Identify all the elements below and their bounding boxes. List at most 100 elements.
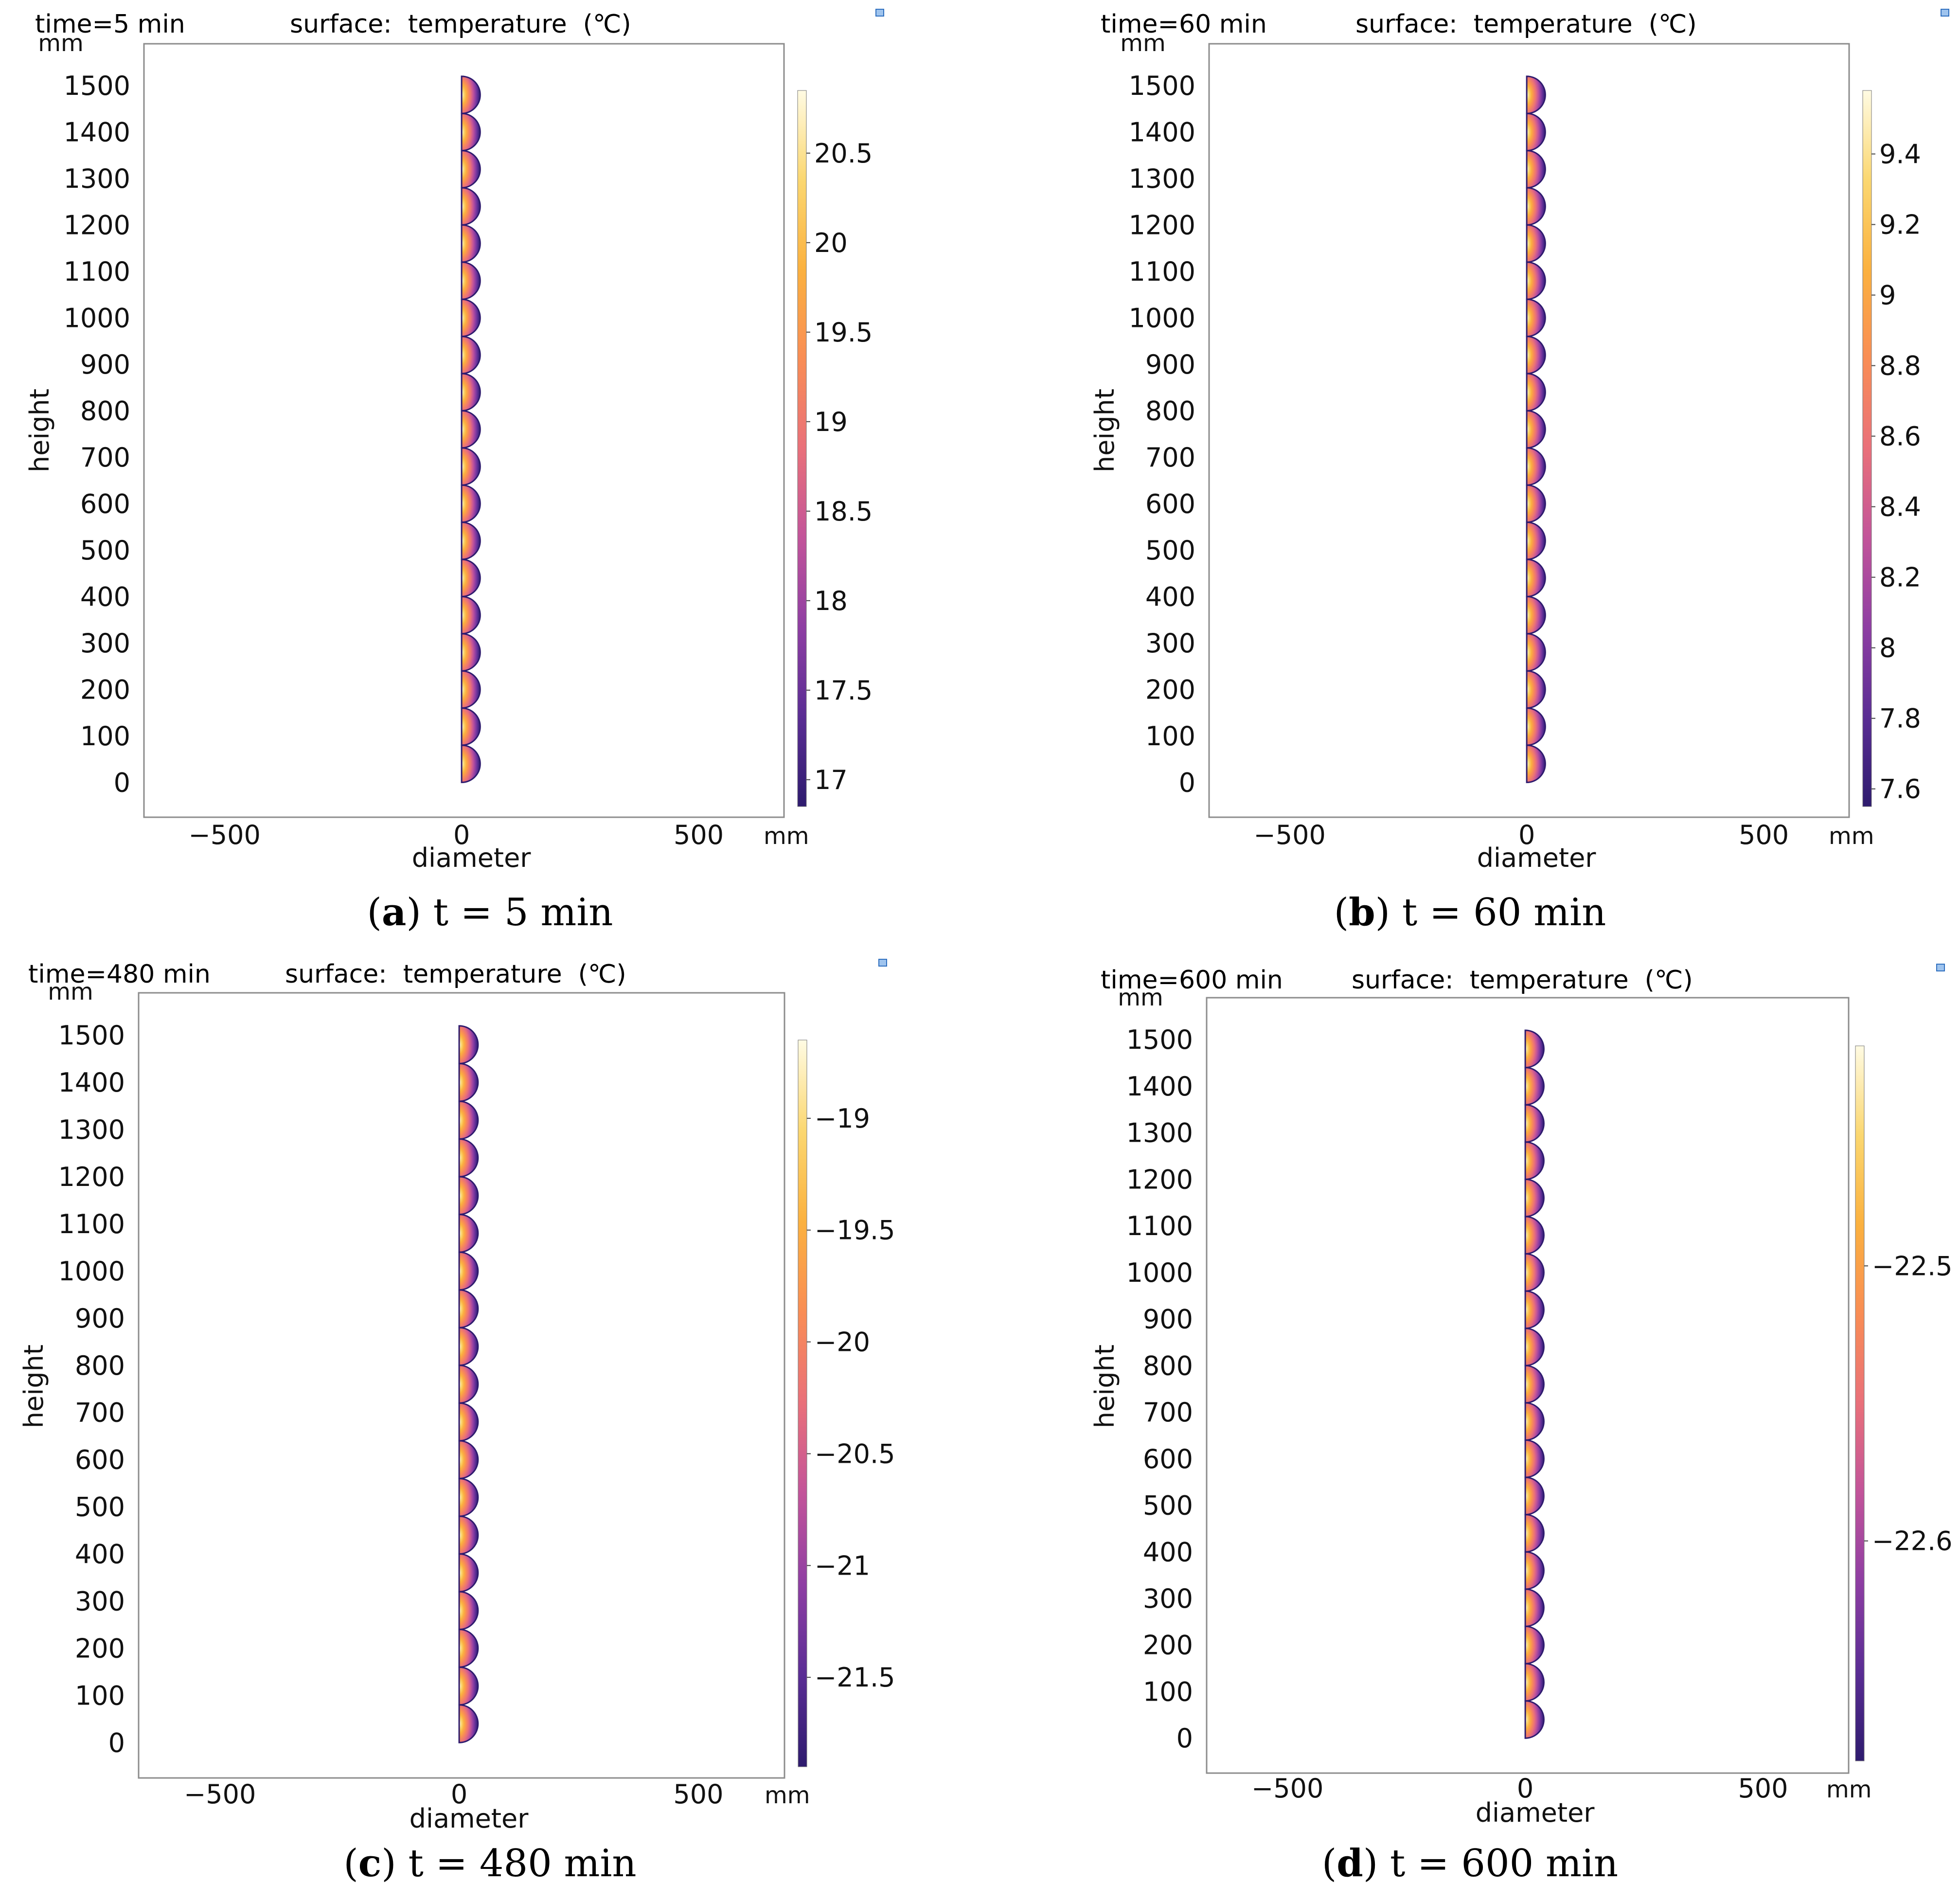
- plot-title-a: surface: temperature (℃): [290, 10, 631, 39]
- colorbar-tick-label-c: −19.5: [815, 1215, 895, 1246]
- semicircle-element-a: [461, 187, 481, 226]
- y-tick-label-d: 900: [1143, 1304, 1193, 1335]
- window-icon-a[interactable]: [875, 9, 884, 17]
- y-unit-label-a: mm: [38, 30, 84, 57]
- y-tick-label-c: 900: [75, 1303, 125, 1334]
- semicircle-element-b: [1526, 595, 1546, 635]
- colorbar-tick-label-b: 9.2: [1879, 210, 1921, 240]
- semicircle-element-c: [458, 1440, 479, 1479]
- colorbar-tick-label-b: 8: [1879, 633, 1896, 664]
- semicircle-element-b: [1526, 112, 1546, 152]
- window-icon-b[interactable]: [1941, 9, 1949, 17]
- semicircle-element-b: [1526, 261, 1546, 300]
- x-unit-label-c: mm: [765, 1782, 810, 1809]
- semicircle-element-a: [461, 447, 481, 486]
- colorbar-tick-label-a: 18.5: [814, 496, 873, 527]
- chart-b-svg: 0 100 200 300 400 500 600 700 800 900 1000 1100 1200…: [1089, 30, 1921, 873]
- semicircle-element-b: [1526, 298, 1546, 338]
- semicircle-element-b: [1526, 633, 1546, 672]
- plot-title-b: surface: temperature (℃): [1355, 10, 1697, 39]
- semicircle-element-d: [1524, 1476, 1545, 1516]
- semicircle-element-c: [458, 1289, 479, 1328]
- semicircle-element-c: [458, 1477, 479, 1517]
- semicircle-element-c: [458, 1062, 479, 1102]
- plot-frame-b: [1208, 43, 1850, 818]
- semicircle-element-b: [1526, 336, 1546, 375]
- semicircle-element-d: [1524, 1663, 1545, 1702]
- y-tick-label-a: 800: [80, 395, 130, 426]
- y-tick-label-b: 1300: [1129, 163, 1195, 194]
- y-tick-label-a: 700: [80, 442, 130, 473]
- y-tick-label-c: 800: [75, 1350, 125, 1381]
- colorbar-tick-label-c: −19: [815, 1103, 870, 1134]
- y-tick-label-d: 1000: [1126, 1257, 1193, 1288]
- semicircle-element-d: [1524, 1588, 1545, 1627]
- y-tick-label-d: 300: [1143, 1583, 1193, 1614]
- y-tick-label-c: 1400: [58, 1067, 125, 1098]
- chart-d-svg: 0 100 200 300 400 500 600 700 800 900 1000 1100 1200…: [1089, 984, 1952, 1828]
- semicircle-element-b: [1526, 707, 1546, 746]
- y-tick-label-a: 1500: [64, 71, 130, 101]
- semicircle-element-a: [461, 558, 481, 597]
- semicircle-element-c: [458, 1100, 479, 1140]
- x-tick-label-a: 0: [453, 820, 470, 850]
- semicircle-element-a: [461, 670, 481, 709]
- caption-text-c: t = 480 min: [408, 1842, 637, 1885]
- y-tick-label-b: 800: [1145, 395, 1195, 426]
- semicircle-element-a: [461, 75, 481, 114]
- semicircle-element-d: [1524, 1104, 1545, 1143]
- plot-title-d: surface: temperature (℃): [1352, 966, 1693, 995]
- y-tick-label-c: 400: [75, 1539, 125, 1570]
- y-tick-label-a: 1400: [64, 117, 130, 147]
- colorbar-tick-label-b: 7.6: [1879, 774, 1921, 805]
- semicircle-element-c: [458, 1515, 479, 1555]
- y-tick-label-d: 500: [1143, 1490, 1193, 1521]
- y-tick-label-c: 500: [75, 1492, 125, 1523]
- window-icon-c[interactable]: [878, 959, 887, 967]
- semicircle-element-d: [1524, 1141, 1545, 1180]
- y-tick-label-a: 1000: [64, 303, 130, 333]
- colorbar-tick-label-c: −21: [815, 1550, 870, 1581]
- colorbar-tick-label-a: 18: [814, 586, 848, 616]
- y-unit-label-d: mm: [1118, 984, 1163, 1011]
- semicircle-element-d: [1524, 1029, 1545, 1069]
- x-axis-title-c: diameter: [410, 1803, 529, 1834]
- semicircle-element-d: [1524, 1290, 1545, 1329]
- y-axis-title-b: height: [1089, 389, 1120, 472]
- window-icon-d[interactable]: [1936, 964, 1945, 971]
- semicircle-element-a: [461, 112, 481, 152]
- y-tick-label-b: 1100: [1129, 256, 1195, 287]
- y-tick-label-b: 1500: [1129, 71, 1195, 101]
- semicircle-element-c: [458, 1629, 479, 1668]
- time-label-a: time=5 min: [35, 10, 185, 39]
- semicircle-element-d: [1524, 1253, 1545, 1292]
- colorbar-tick-label-a: 19.5: [814, 317, 873, 348]
- y-tick-label-c: 1100: [58, 1209, 125, 1239]
- semicircle-element-d: [1524, 1551, 1545, 1590]
- semicircle-element-c: [458, 1176, 479, 1216]
- colorbar-tick-label-b: 8.6: [1879, 421, 1921, 452]
- semicircle-element-b: [1526, 744, 1546, 783]
- caption-letter-b: b: [1349, 890, 1375, 934]
- semicircle-element-a: [461, 298, 481, 338]
- y-tick-label-d: 100: [1143, 1676, 1193, 1707]
- semicircle-element-b: [1526, 224, 1546, 263]
- semicircle-element-d: [1524, 1439, 1545, 1478]
- semicircle-element-c: [458, 1704, 479, 1743]
- y-tick-label-b: 200: [1145, 674, 1195, 705]
- colorbar-tick-label-b: 8.2: [1879, 562, 1921, 593]
- semicircle-element-a: [461, 744, 481, 783]
- plot-frame-a: [143, 43, 785, 818]
- semicircle-element-a: [461, 373, 481, 412]
- x-tick-label-b: 0: [1518, 820, 1535, 850]
- x-tick-label-c: 500: [673, 1779, 723, 1810]
- y-axis-title-c: height: [18, 1345, 49, 1428]
- y-tick-label-a: 500: [80, 535, 130, 566]
- y-tick-label-a: 100: [80, 721, 130, 752]
- colorbar-tick-label-a: 17.5: [814, 675, 873, 706]
- y-tick-label-b: 500: [1145, 535, 1195, 566]
- semicircle-element-c: [458, 1402, 479, 1442]
- panel-d: 0 100 200 300 400 500 600 700 800 900 1000 1100 1200…: [980, 951, 1960, 1902]
- semicircle-element-d: [1524, 1067, 1545, 1106]
- caption-text-b: t = 60 min: [1402, 891, 1606, 934]
